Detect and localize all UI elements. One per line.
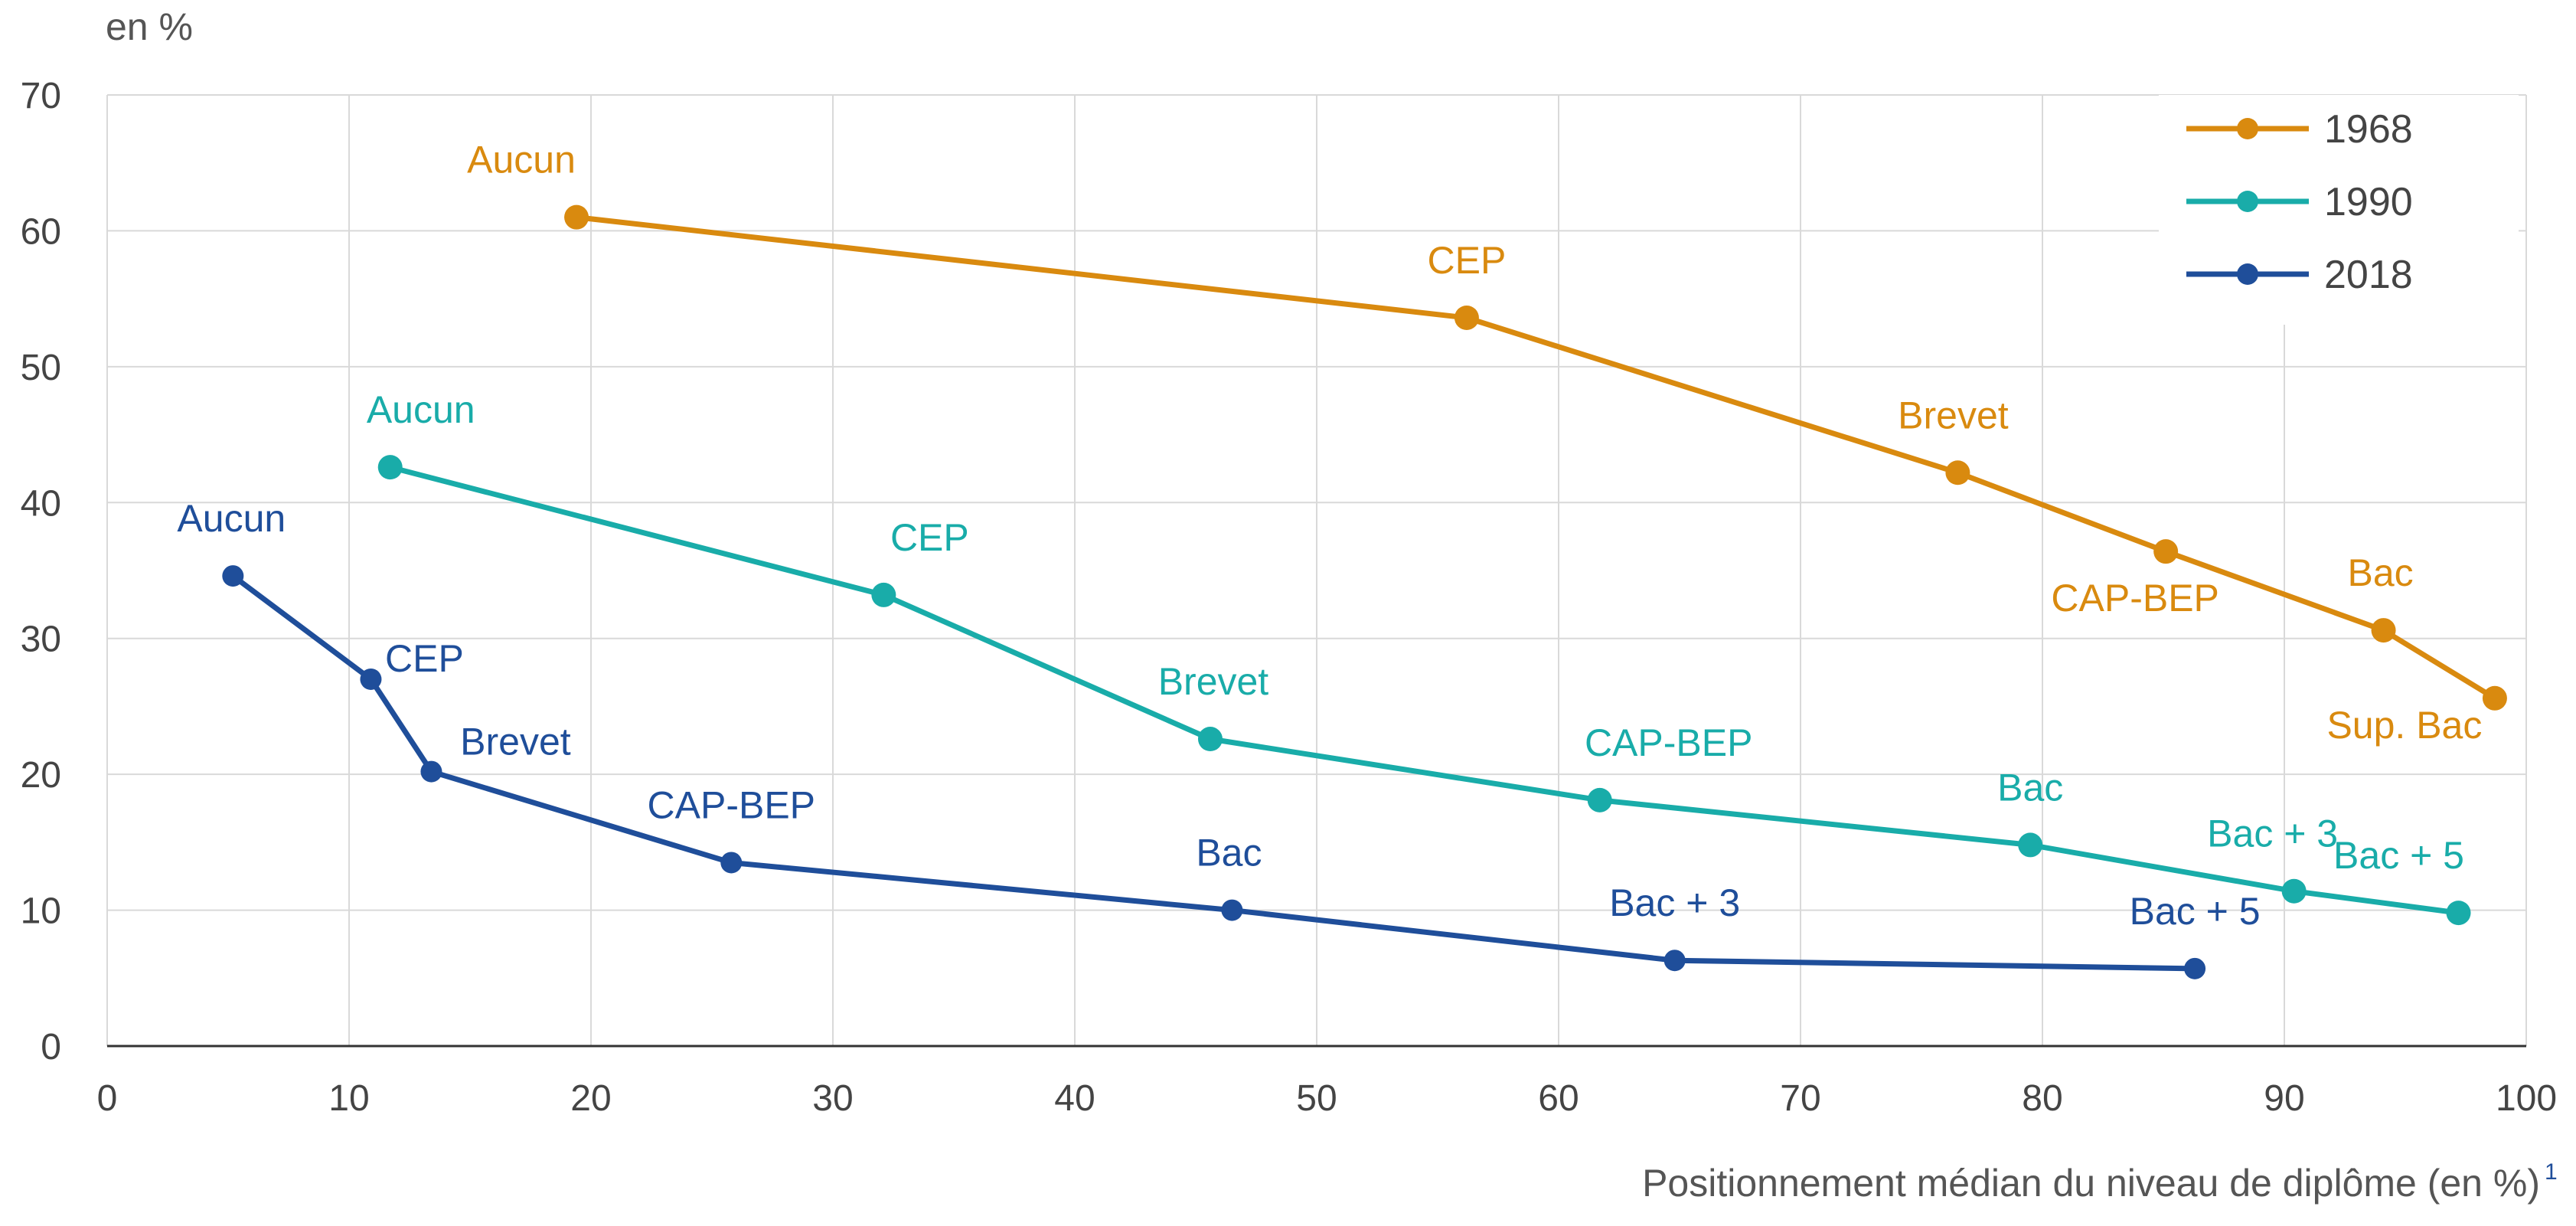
point-1990-0: [377, 455, 403, 480]
legend-label-1968: 1968: [2324, 107, 2413, 152]
point-1968-3: [2153, 539, 2179, 564]
x-tick-label-90: 90: [2264, 1078, 2304, 1119]
x-tick-label-10: 10: [328, 1078, 369, 1119]
point-label-2018-3: CAP-BEP: [648, 783, 816, 826]
point-label-1990-0: Aucun: [367, 388, 475, 431]
x-tick-label-80: 80: [2022, 1078, 2062, 1119]
point-1968-2: [1945, 460, 1970, 485]
point-1990-2: [1197, 727, 1223, 752]
series-group: [222, 204, 2507, 979]
y-axis-label: en %: [106, 5, 193, 48]
y-tick-label-30: 30: [21, 620, 61, 660]
point-2018-6: [2184, 957, 2206, 979]
point-2018-3: [720, 852, 743, 874]
y-tick-label-0: 0: [41, 1027, 61, 1067]
y-tick-label-60: 60: [21, 211, 61, 252]
point-label-2018-0: Aucun: [177, 497, 286, 540]
point-label-1990-2: Brevet: [1158, 660, 1269, 703]
legend-label-1990: 1990: [2324, 180, 2413, 224]
point-label-1968-1: CEP: [1428, 239, 1507, 282]
x-tick-label-30: 30: [812, 1078, 853, 1119]
point-label-1990-1: CEP: [890, 516, 969, 559]
x-axis-label-footnote: 1: [2545, 1159, 2558, 1185]
legend-marker-2018: [2237, 263, 2258, 285]
x-tick-label-70: 70: [1780, 1078, 1820, 1119]
series-line-1968: [576, 214, 2496, 701]
point-labels: Aucun CEP Brevet CAP-BEP Bac Sup. Bac Aucun CEP…: [177, 139, 2482, 933]
point-label-1990-4: Bac: [1997, 766, 2063, 809]
point-1990-4: [2018, 832, 2043, 858]
point-label-1990-3: CAP-BEP: [1585, 721, 1753, 764]
point-2018-4: [1221, 899, 1243, 921]
point-label-1990-5: Bac + 3: [2207, 812, 2338, 855]
y-tick-label-10: 10: [21, 891, 61, 932]
point-1968-4: [2371, 618, 2396, 643]
point-1990-5: [2281, 878, 2307, 904]
point-label-2018-2: Brevet: [460, 721, 571, 763]
point-label-2018-1: CEP: [385, 637, 464, 680]
point-1968-1: [1454, 305, 1479, 330]
point-label-1968-0: Aucun: [467, 139, 576, 181]
x-tick-label-40: 40: [1054, 1078, 1095, 1119]
legend-marker-1968: [2237, 118, 2258, 139]
point-label-1968-2: Brevet: [1898, 394, 2009, 436]
point-label-1968-4: Bac: [2347, 551, 2413, 594]
x-tick-label-50: 50: [1296, 1078, 1337, 1119]
point-2018-0: [222, 565, 244, 587]
point-label-1990-6: Bac + 5: [2333, 834, 2464, 877]
point-1968-0: [564, 204, 589, 230]
y-tick-label-70: 70: [21, 76, 61, 116]
legend-label-2018: 2018: [2324, 253, 2413, 297]
point-label-2018-4: Bac: [1196, 832, 1262, 875]
x-tick-label-100: 100: [2496, 1078, 2557, 1119]
point-1968-5: [2482, 685, 2507, 711]
x-tick-label-60: 60: [1538, 1078, 1579, 1119]
x-tick-label-20: 20: [570, 1078, 611, 1119]
point-2018-5: [1663, 950, 1686, 972]
y-tick-label-50: 50: [21, 348, 61, 388]
x-axis-label: Positionnement médian du niveau de diplô…: [1642, 1162, 2540, 1205]
point-1990-6: [2446, 901, 2471, 926]
point-label-1968-3: CAP-BEP: [2051, 577, 2219, 620]
y-tick-label-20: 20: [21, 755, 61, 796]
axes: 0 10 20 30 40 50 60 70 0 10 20 30 40 50 60 70 80 90 100: [21, 76, 2557, 1119]
point-label-1968-5: Sup. Bac: [2326, 704, 2482, 747]
point-1990-1: [871, 582, 896, 607]
point-2018-2: [420, 760, 442, 783]
y-tick-label-40: 40: [21, 483, 61, 524]
grid: [107, 94, 2527, 1046]
legend-marker-1990: [2237, 191, 2258, 212]
series-line-1990: [389, 464, 2459, 916]
legend-background: [2159, 95, 2519, 325]
legend: 1968 1990 2018: [2159, 95, 2519, 325]
point-label-2018-5: Bac + 3: [1609, 881, 1740, 924]
point-2018-1: [360, 668, 382, 690]
x-tick-label-0: 0: [97, 1078, 118, 1119]
point-label-2018-6: Bac + 5: [2130, 890, 2261, 933]
point-1990-3: [1587, 787, 1612, 812]
